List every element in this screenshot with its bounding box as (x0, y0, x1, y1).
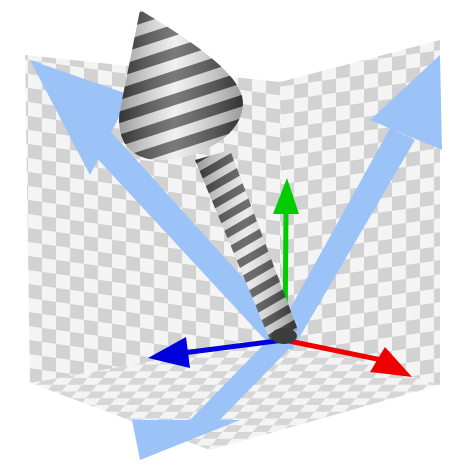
axis-gizmo[interactable] (148, 178, 412, 377)
wide-arrow-upper-left[interactable] (30, 60, 290, 345)
wide-arrows (30, 55, 442, 460)
z-axis-arrow[interactable] (148, 337, 285, 368)
wide-arrow-upper-right[interactable] (270, 55, 442, 350)
x-axis-arrow[interactable] (283, 337, 412, 377)
striped-arrow-base-cap (271, 328, 297, 344)
wide-arrow-lower[interactable] (132, 340, 290, 460)
